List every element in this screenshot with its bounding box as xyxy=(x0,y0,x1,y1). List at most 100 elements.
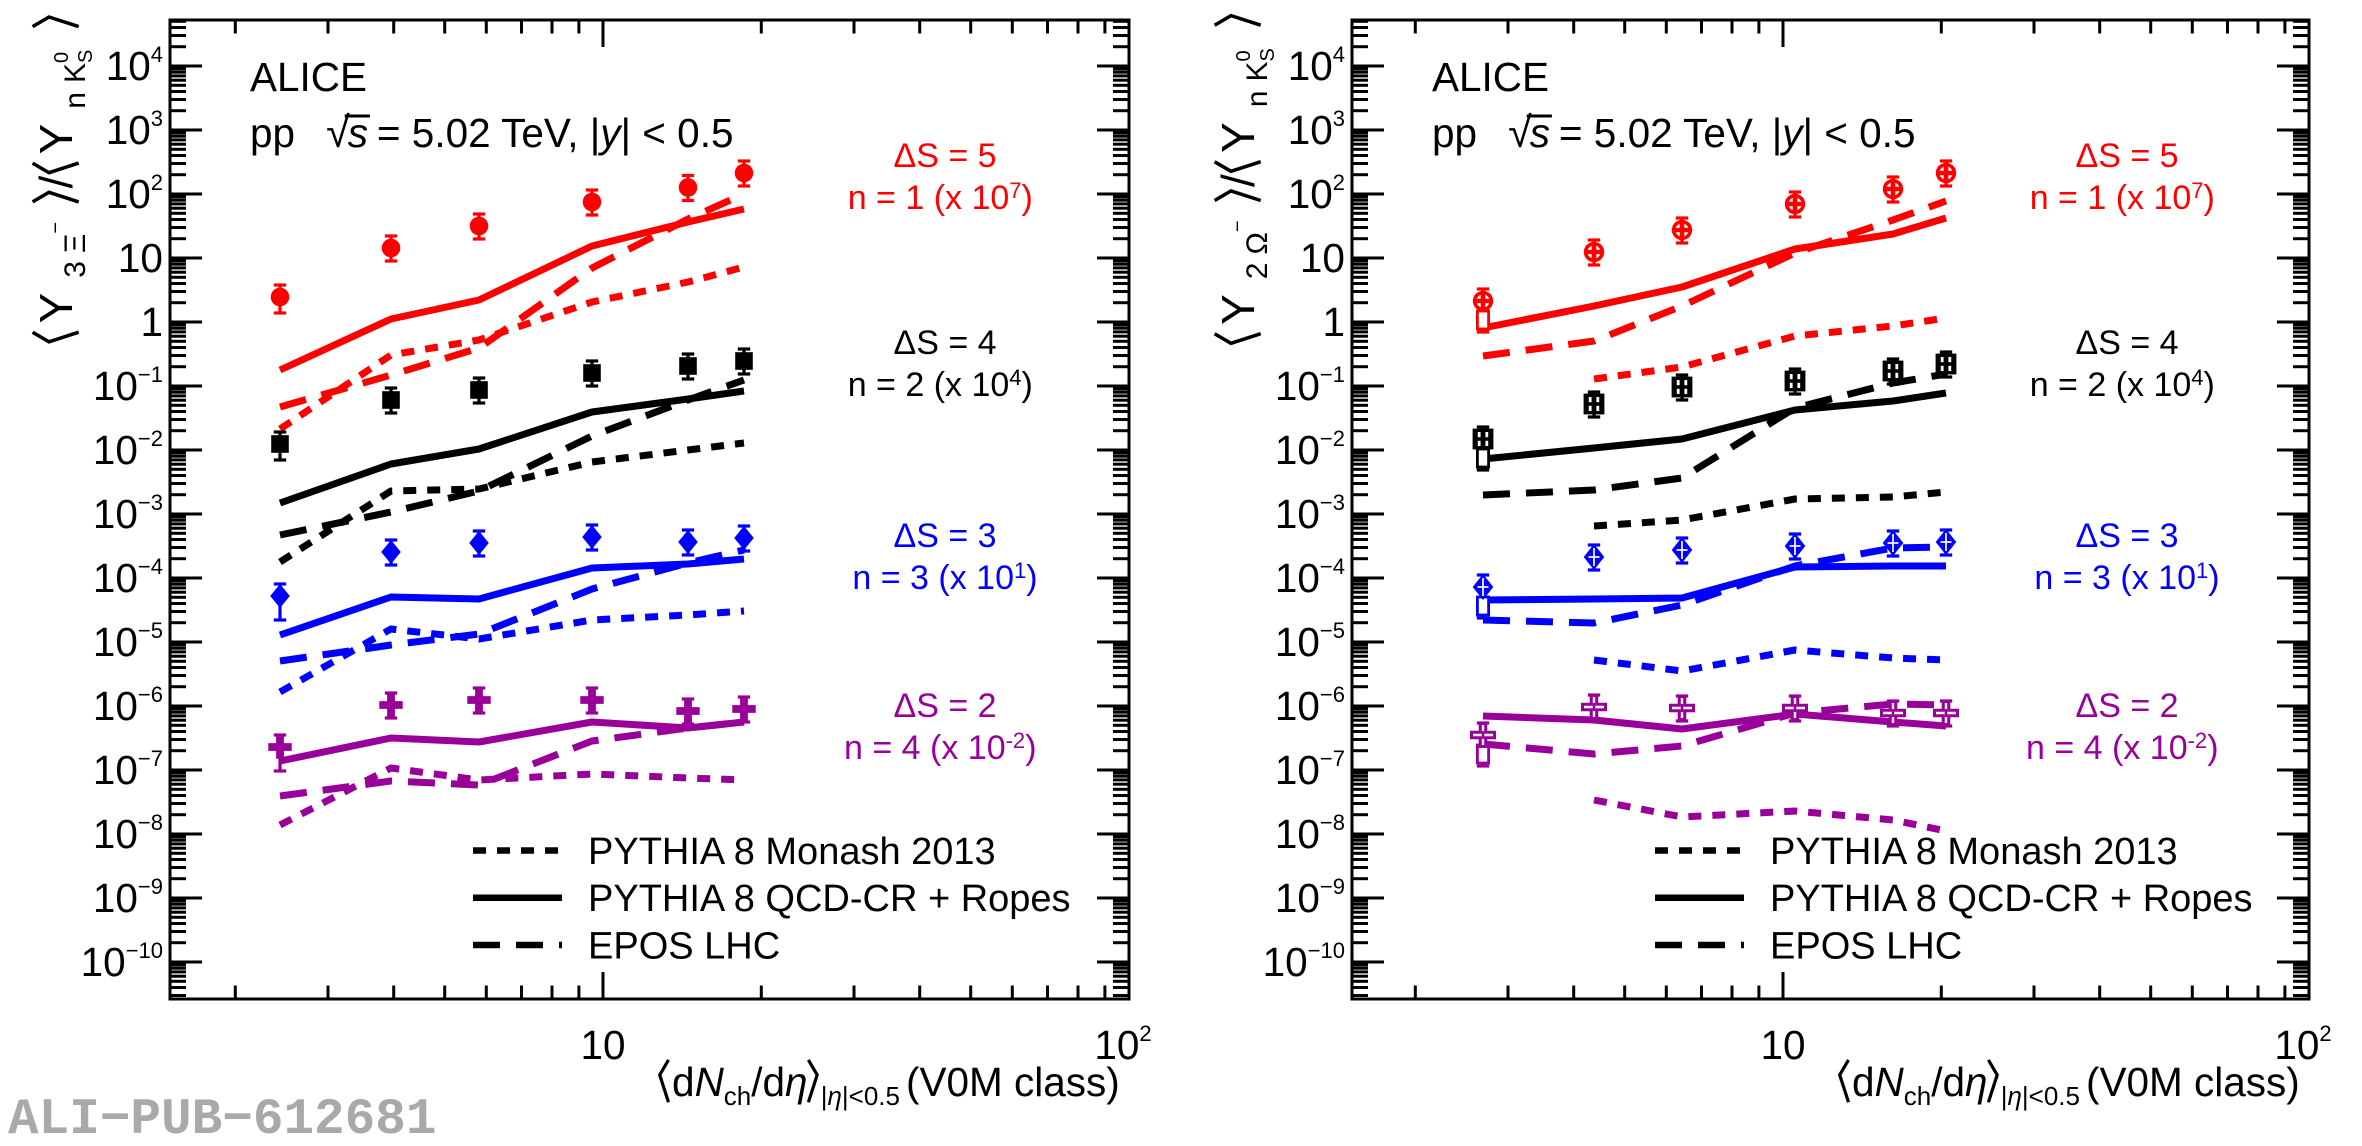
svg-text:−2: −2 xyxy=(1320,426,1345,451)
svg-text:ALI−PUB−612681: ALI−PUB−612681 xyxy=(8,1092,436,1146)
svg-text:3: 3 xyxy=(151,106,163,131)
svg-text:10: 10 xyxy=(93,555,138,601)
svg-text:(V0M class): (V0M class) xyxy=(906,1059,1120,1105)
svg-text:K: K xyxy=(1241,61,1274,81)
svg-text:| < 0.5: | < 0.5 xyxy=(1803,110,1916,156)
svg-text:ΔS = 2: ΔS = 2 xyxy=(894,687,997,725)
svg-text:y: y xyxy=(1779,110,1805,156)
svg-text:-2: -2 xyxy=(1006,728,1026,753)
svg-text:−: − xyxy=(45,222,67,234)
svg-text:Y: Y xyxy=(1212,122,1264,153)
svg-text:10: 10 xyxy=(93,811,138,857)
svg-text:2: 2 xyxy=(1139,1021,1151,1046)
svg-text:η: η xyxy=(785,1059,808,1105)
svg-text:ch: ch xyxy=(724,1081,751,1111)
svg-text:10: 10 xyxy=(106,43,151,89)
svg-text:n = 2 (x 10: n = 2 (x 10 xyxy=(2030,366,2192,404)
svg-text:ΔS = 5: ΔS = 5 xyxy=(894,137,997,175)
svg-text:Y: Y xyxy=(30,124,82,155)
svg-text:4: 4 xyxy=(1333,42,1345,67)
svg-text:ΔS = 3: ΔS = 3 xyxy=(2076,517,2179,555)
svg-text:2: 2 xyxy=(1241,263,1274,280)
svg-text:7: 7 xyxy=(1009,178,1021,203)
svg-text:−4: −4 xyxy=(138,554,163,579)
svg-text:10: 10 xyxy=(1275,491,1320,537)
svg-text:10: 10 xyxy=(93,619,138,665)
svg-text:4: 4 xyxy=(1009,365,1021,390)
svg-text:10: 10 xyxy=(1288,171,1333,217)
svg-text:ΔS = 4: ΔS = 4 xyxy=(894,324,997,362)
svg-text:= 5.02 TeV, |: = 5.02 TeV, | xyxy=(377,110,600,156)
svg-text:d: d xyxy=(1852,1059,1875,1105)
svg-text:−3: −3 xyxy=(138,490,163,515)
svg-text:S: S xyxy=(75,50,97,63)
svg-text:|: | xyxy=(821,1081,828,1111)
svg-text:n: n xyxy=(59,92,92,109)
svg-text:|<0.5: |<0.5 xyxy=(842,1081,900,1111)
svg-text:y: y xyxy=(597,110,623,156)
svg-text:n = 4 (x 10: n = 4 (x 10 xyxy=(844,729,1006,767)
svg-text:10: 10 xyxy=(93,491,138,537)
svg-text:/d: /d xyxy=(1931,1059,1965,1105)
svg-text:10: 10 xyxy=(2274,1022,2319,1068)
svg-text:10: 10 xyxy=(1288,43,1333,89)
svg-text:n = 3 (x 10: n = 3 (x 10 xyxy=(2034,559,2196,597)
svg-text:S: S xyxy=(1257,48,1279,61)
svg-text:PYTHIA 8 Monash 2013: PYTHIA 8 Monash 2013 xyxy=(588,831,996,873)
svg-text:N: N xyxy=(1875,1059,1905,1105)
svg-text:10: 10 xyxy=(81,939,126,985)
svg-text:10: 10 xyxy=(1094,1022,1139,1068)
svg-text:−3: −3 xyxy=(1320,490,1345,515)
svg-text:d: d xyxy=(672,1059,695,1105)
svg-text:10: 10 xyxy=(1275,747,1320,793)
svg-text:PYTHIA 8 QCD-CR + Ropes: PYTHIA 8 QCD-CR + Ropes xyxy=(588,878,1071,920)
svg-text:pp: pp xyxy=(250,110,295,156)
svg-text:10: 10 xyxy=(1275,811,1320,857)
svg-text:): ) xyxy=(2207,729,2218,767)
svg-text:10: 10 xyxy=(106,107,151,153)
svg-text:|<0.5: |<0.5 xyxy=(2022,1081,2080,1111)
svg-text:−10: −10 xyxy=(1308,938,1345,963)
svg-text:): ) xyxy=(2204,366,2215,404)
svg-text:s: s xyxy=(1530,110,1550,156)
svg-text:10: 10 xyxy=(93,427,138,473)
svg-text:1: 1 xyxy=(1014,558,1026,583)
svg-text:EPOS LHC: EPOS LHC xyxy=(588,926,780,968)
svg-text:10: 10 xyxy=(93,683,138,729)
svg-text:10: 10 xyxy=(106,171,151,217)
svg-text:3: 3 xyxy=(59,261,92,278)
svg-text:η: η xyxy=(2008,1081,2022,1111)
svg-text:10: 10 xyxy=(1275,683,1320,729)
svg-text:10: 10 xyxy=(1275,427,1320,473)
svg-text:10: 10 xyxy=(1275,555,1320,601)
svg-text:ALICE: ALICE xyxy=(250,54,367,100)
svg-text:n = 1 (x 10: n = 1 (x 10 xyxy=(2030,179,2192,217)
svg-text:): ) xyxy=(1022,179,1033,217)
svg-text:(V0M class): (V0M class) xyxy=(2086,1059,2300,1105)
svg-text:ALICE: ALICE xyxy=(1432,54,1549,100)
svg-text:2: 2 xyxy=(151,170,163,195)
svg-text:n: n xyxy=(1241,91,1274,108)
svg-text:−10: −10 xyxy=(126,938,163,963)
svg-text:−8: −8 xyxy=(138,810,163,835)
svg-text:10: 10 xyxy=(1275,619,1320,665)
svg-text:3: 3 xyxy=(1333,106,1345,131)
svg-text:−1: −1 xyxy=(1320,362,1345,387)
svg-text:10: 10 xyxy=(93,875,138,921)
svg-text:η: η xyxy=(828,1081,842,1111)
svg-text:ΔS = 5: ΔS = 5 xyxy=(2076,137,2179,175)
svg-text:−4: −4 xyxy=(1320,554,1345,579)
svg-text:ΔS = 2: ΔS = 2 xyxy=(2076,687,2179,725)
svg-text:n = 2 (x 10: n = 2 (x 10 xyxy=(848,366,1010,404)
svg-text:PYTHIA 8 Monash 2013: PYTHIA 8 Monash 2013 xyxy=(1770,831,2178,873)
svg-text:−2: −2 xyxy=(138,426,163,451)
svg-text:0: 0 xyxy=(51,52,73,63)
svg-text:Y: Y xyxy=(30,293,82,324)
svg-text:): ) xyxy=(1022,366,1033,404)
svg-text:4: 4 xyxy=(2191,365,2203,390)
svg-text:/: / xyxy=(1212,174,1264,187)
svg-text:Y: Y xyxy=(1212,294,1264,325)
svg-text:): ) xyxy=(1026,559,1037,597)
svg-text:10: 10 xyxy=(1275,875,1320,921)
svg-text:Ω: Ω xyxy=(1241,232,1274,254)
